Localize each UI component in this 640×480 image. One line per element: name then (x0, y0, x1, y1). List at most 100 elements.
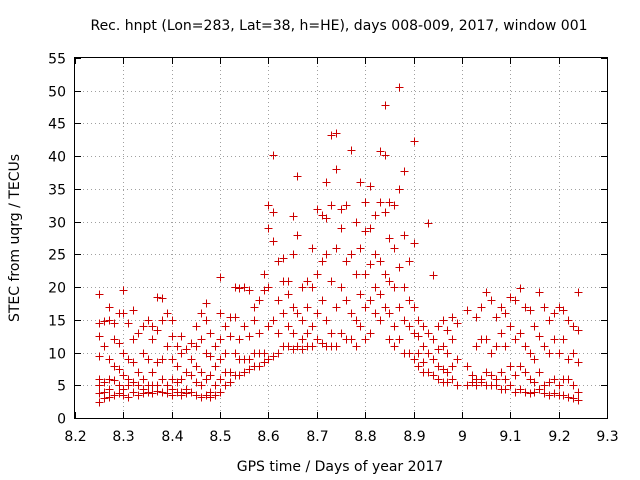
data-point (163, 389, 172, 398)
data-point (231, 349, 240, 358)
data-point (342, 201, 351, 210)
data-point (327, 277, 336, 286)
data-point (492, 342, 501, 351)
data-point (110, 335, 119, 344)
data-point (569, 381, 578, 390)
data-point (134, 391, 143, 400)
data-point (173, 342, 182, 351)
data-point (303, 277, 312, 286)
data-point (250, 303, 259, 312)
data-point (327, 329, 336, 338)
x-tick-label: 8.9 (403, 429, 425, 445)
data-point (221, 381, 230, 390)
data-point (487, 371, 496, 380)
y-tick-label: 45 (48, 117, 66, 133)
data-point (569, 322, 578, 331)
data-point (284, 277, 293, 286)
data-point (526, 389, 535, 398)
data-point (216, 375, 225, 384)
data-point (385, 277, 394, 286)
x-tick-label: 8.8 (354, 429, 376, 445)
data-point (410, 355, 419, 364)
data-point (410, 137, 419, 146)
data-point (168, 375, 177, 384)
data-point (424, 329, 433, 338)
data-point (192, 342, 201, 351)
data-point (192, 391, 201, 400)
data-point (110, 391, 119, 400)
data-point (153, 358, 162, 367)
data-point (293, 231, 302, 240)
data-point (148, 322, 157, 331)
data-point (472, 381, 481, 390)
data-point (318, 296, 327, 305)
data-point (448, 335, 457, 344)
x-tick-label: 8.7 (306, 429, 328, 445)
data-point (376, 290, 385, 299)
data-point (332, 303, 341, 312)
data-point (574, 396, 583, 405)
x-tick-label: 9 (458, 429, 467, 445)
data-point (526, 306, 535, 315)
data-point (482, 368, 491, 377)
data-point (313, 335, 322, 344)
data-point (376, 257, 385, 266)
data-point (148, 335, 157, 344)
data-point (497, 303, 506, 312)
data-point (187, 355, 196, 364)
data-point (535, 332, 544, 341)
x-tick-label: 9.3 (596, 429, 618, 445)
data-point (555, 349, 564, 358)
data-point (153, 326, 162, 335)
grid-lines (75, 58, 607, 418)
data-point (255, 329, 264, 338)
data-point (308, 322, 317, 331)
data-point (197, 309, 206, 318)
data-point (255, 296, 264, 305)
data-point (390, 342, 399, 351)
data-point (424, 219, 433, 228)
data-point (129, 306, 138, 315)
data-point (574, 388, 583, 397)
data-point (511, 296, 520, 305)
data-point (550, 309, 559, 318)
data-point (540, 389, 549, 398)
data-point (516, 284, 525, 293)
y-tick-label: 35 (48, 183, 66, 199)
data-point (443, 368, 452, 377)
data-point (361, 198, 370, 207)
data-point (371, 283, 380, 292)
data-point (492, 313, 501, 322)
data-point (521, 388, 530, 397)
data-point (110, 362, 119, 371)
data-point (264, 322, 273, 331)
data-point (105, 375, 114, 384)
data-point (424, 349, 433, 358)
data-point (226, 378, 235, 387)
data-point (289, 329, 298, 338)
data-point (313, 270, 322, 279)
data-point (269, 151, 278, 160)
data-point (526, 349, 535, 358)
data-point (284, 322, 293, 331)
data-point (284, 290, 293, 299)
data-point (448, 362, 457, 371)
data-point (177, 332, 186, 341)
data-point (235, 284, 244, 293)
x-tick-label: 8.6 (257, 429, 279, 445)
data-point (376, 316, 385, 325)
data-point (497, 329, 506, 338)
data-point (337, 224, 346, 233)
data-point (119, 309, 128, 318)
data-point (211, 381, 220, 390)
data-point (206, 352, 215, 361)
x-tick-label: 8.3 (112, 429, 134, 445)
data-point (337, 283, 346, 292)
data-point (419, 342, 428, 351)
data-point (231, 283, 240, 292)
data-point (332, 165, 341, 174)
data-point (289, 303, 298, 312)
data-point (545, 349, 554, 358)
data-point (453, 381, 462, 390)
data-point (293, 342, 302, 351)
